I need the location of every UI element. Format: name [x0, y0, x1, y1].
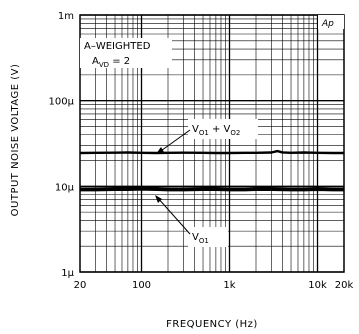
series-arrow-1	[156, 147, 164, 154]
plot-frame	[79, 14, 345, 273]
y-axis-title: OUTPUT NOISE VOLTAGE (V)	[10, 64, 21, 217]
x-axis-title: FREQUENCY (Hz)	[166, 319, 258, 330]
series-leader-2	[156, 196, 191, 235]
brand-logo: Ap	[321, 19, 334, 29]
series-label-2: VO1	[192, 232, 209, 245]
series-line-2	[80, 186, 344, 192]
gain-label: AVD = 2	[92, 56, 130, 69]
series-line-1	[79, 149, 344, 155]
weighting-label: A–WEIGHTED	[84, 41, 151, 52]
y-tick-labels: 1m 100μ 10μ 1μ	[49, 11, 75, 279]
series-arrow-2	[155, 195, 162, 203]
x-tick-label: 10k	[308, 280, 327, 291]
series-leader-1	[157, 129, 191, 154]
y-tick-label: 1μ	[61, 268, 74, 279]
x-tick-label: 20	[74, 280, 87, 291]
series-label-bg-1	[188, 119, 258, 139]
series-layer	[79, 149, 344, 192]
x-tick-label: 1k	[223, 280, 235, 291]
x-tick-labels: 20 100 1k 10k 20k	[74, 280, 354, 291]
x-tick-label: 100	[132, 280, 151, 291]
x-tick-label: 20k	[335, 280, 354, 291]
y-tick-label: 1m	[58, 11, 74, 22]
annotation-box	[80, 38, 172, 68]
y-tick-label: 10μ	[55, 182, 75, 193]
brand-box	[318, 15, 344, 29]
series-label-bg-2	[188, 227, 228, 247]
y-tick-label: 100μ	[49, 97, 75, 108]
series-label-1: VO1 + VO2	[192, 124, 240, 137]
